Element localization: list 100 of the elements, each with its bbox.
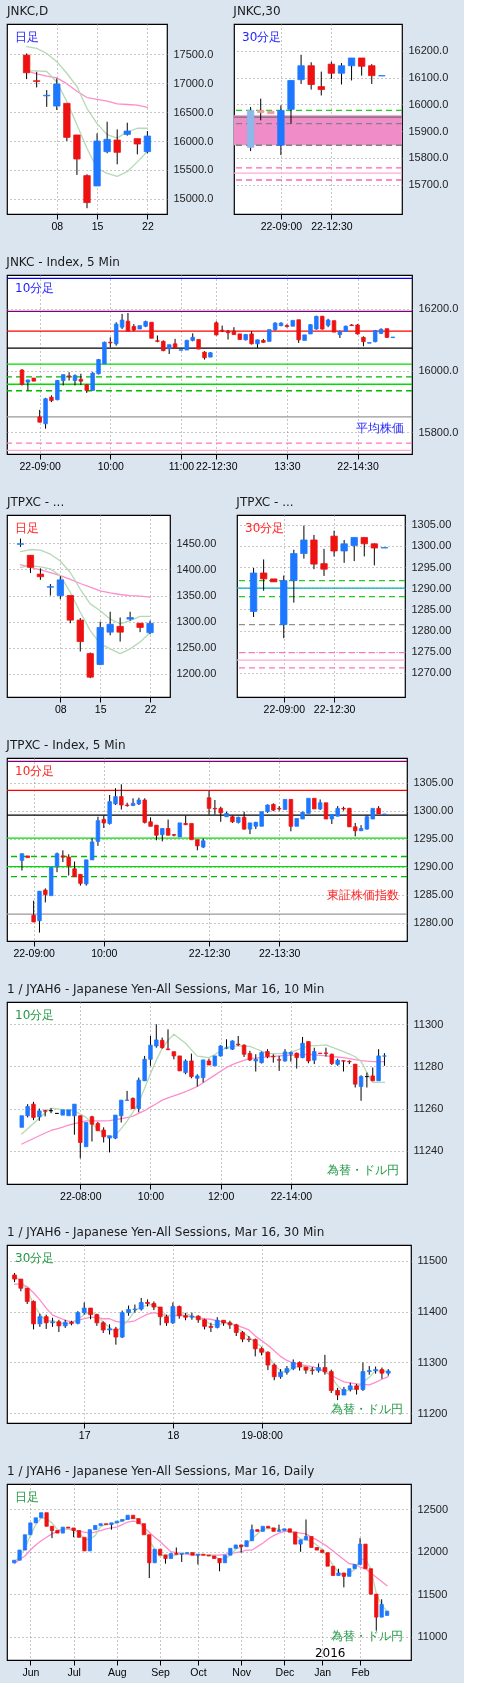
y-tick-label: 11000 [417,1630,448,1643]
y-tick-label: 15700.0 [408,178,449,191]
candlestick [152,1548,157,1564]
candlestick [353,1063,358,1089]
y-tick-label: 16200.0 [408,44,449,57]
x-tick-label: 22-08:00 [60,1189,102,1202]
candlestick [297,54,305,85]
y-tick-label: 12500 [417,1502,449,1515]
annotation: 日足 [15,1490,39,1504]
y-tick-label: 1305.00 [411,518,452,531]
annotation: 日足 [15,521,39,535]
candlestick [340,539,348,564]
y-tick-label: 1275.00 [411,645,452,658]
chart-title: JTPXC - ... [235,495,294,509]
candlestick [53,77,61,111]
candlestick [323,802,329,820]
candlestick [255,1529,260,1532]
x-tick-label: 22 [142,219,154,232]
candlestick [257,98,265,121]
candlestick [72,373,78,386]
candlestick [368,63,376,85]
annotation: 為替・ドル円 [327,1163,399,1177]
y-tick-label: 15500.0 [173,163,214,176]
x-tick-label: Oct [190,1665,207,1678]
x-tick-label: 22-12:30 [196,459,238,472]
chart-title: 1 / JYAH6 - Japanese Yen-All Sessions, Mar 16, Daily [7,1464,315,1478]
y-tick-label: 1450.00 [176,536,217,549]
candlestick [106,611,114,636]
candlestick [282,799,288,810]
candlestick [83,1122,89,1148]
y-tick-label: 11300 [413,1017,444,1030]
chart-title: JNKC,30 [232,4,281,18]
x-tick-label: 22-12:30 [313,702,356,715]
y-tick-label: 1290.00 [413,860,454,873]
candlestick [330,530,338,557]
candlestick [379,1367,385,1380]
candlestick [347,57,356,81]
chart-title: 1 / JYAH6 - Japanese Yen-All Sessions, Mar 16, 10 Min [7,982,325,996]
x-tick-label: 15 [91,219,104,232]
x-tick-label: 22-13:30 [258,946,301,959]
x-tick-label: 13:30 [274,459,301,472]
candlestick [25,855,30,859]
x-tick-label: 22-12:30 [188,946,231,959]
candlestick [390,336,396,339]
annotation: 10分足 [15,1008,55,1022]
y-tick-label: 11260 [413,1102,444,1115]
y-tick-label: 12000 [417,1545,449,1558]
y-tick-label: 1350.00 [176,589,217,602]
annotation: 平均株価 [356,421,404,435]
candlestick [143,130,152,154]
candlestick [177,822,183,838]
y-tick-label: 11500 [417,1254,448,1267]
y-tick-label: 16000.0 [408,97,449,110]
candlestick [113,128,121,165]
candlestick [190,1552,195,1556]
x-tick-label: 19-08:00 [241,1428,283,1441]
x-tick-label: Jan [314,1665,332,1678]
x-tick-label: 12:00 [208,1189,235,1202]
x-tick-label: 08 [55,702,67,715]
x-tick-label: 22-09:00 [19,459,62,472]
candlestick [189,1053,194,1079]
candlestick [189,1312,195,1321]
candlestick [66,371,72,382]
y-tick-label: 1295.00 [411,560,452,573]
y-tick-label: 15900.0 [408,124,449,137]
x-tick-label: 22 [144,702,157,715]
y-tick-label: 1300.00 [176,615,217,628]
chart-title: JTPXC - Index, 5 Min [5,738,126,752]
candlestick [19,853,25,871]
candlestick [195,1553,200,1565]
chart-title: JNKC - Index, 5 Min [5,255,120,269]
y-tick-label: 1280.00 [413,916,454,929]
candlestick [337,62,346,85]
candlestick [312,797,317,810]
x-tick-label: 22-12:30 [311,219,353,232]
candlestick [56,575,64,600]
y-tick-label: 1300.00 [411,539,452,552]
y-tick-label: 1290.00 [411,581,452,594]
y-tick-label: 1270.00 [411,666,452,679]
y-tick-label: 11280 [413,1059,444,1072]
annotation: 為替・ドル円 [331,1629,403,1643]
y-tick-label: 1285.00 [413,888,454,901]
x-tick-label: Dec [275,1665,295,1678]
candlestick [331,320,337,333]
x-tick-label: 22-14:30 [337,459,379,472]
y-tick-label: 16500.0 [173,105,214,118]
y-tick-label: 1280.00 [411,624,452,637]
candlestick [317,71,325,96]
candlestick [360,536,368,557]
annotation: 30分足 [242,30,282,44]
x-tick-label: 15 [94,702,107,715]
annotation: 10分足 [15,281,55,295]
candlestick [78,373,84,386]
candlestick [168,1553,173,1559]
y-tick-label: 1250.00 [176,641,217,654]
y-tick-label: 11400 [417,1305,448,1318]
candlestick [149,321,154,339]
x-tick-label: 22-14:00 [270,1189,313,1202]
y-tick-label: 16000.0 [173,134,214,147]
y-tick-label: 16100.0 [408,71,449,84]
